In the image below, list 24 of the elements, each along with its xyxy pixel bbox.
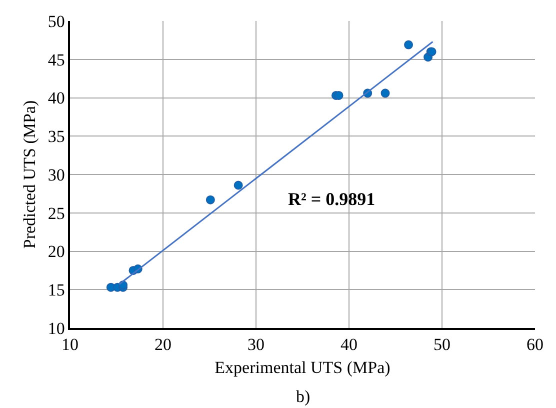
x-tick-label: 60 bbox=[526, 335, 544, 354]
y-tick-label: 40 bbox=[48, 88, 65, 108]
text: b) bbox=[296, 387, 310, 406]
x-tick-label: 10 bbox=[62, 335, 78, 354]
y-tick-label: 45 bbox=[48, 50, 65, 70]
y-tick-label: 10 bbox=[48, 318, 65, 338]
point bbox=[404, 40, 414, 50]
x-tick-label: 20 bbox=[154, 335, 172, 354]
y-tick-label: 50 bbox=[48, 12, 65, 31]
x-tick-label: 30 bbox=[248, 335, 264, 354]
x-tick-label: 50 bbox=[434, 335, 450, 354]
point bbox=[334, 90, 344, 100]
point bbox=[380, 88, 390, 98]
y-tick-label: 15 bbox=[48, 280, 65, 300]
y-axis-title: Predicted UTS (MPa) bbox=[20, 100, 39, 249]
point bbox=[206, 195, 215, 204]
x-axis-title: Experimental UTS (MPa) bbox=[214, 358, 390, 378]
annotation: R² = 0.9891 bbox=[288, 189, 376, 209]
x-tick-label: 40 bbox=[340, 335, 358, 354]
y-tick-label: 25 bbox=[48, 204, 65, 223]
y-tick-label: 30 bbox=[48, 165, 65, 184]
y-tick-label: 20 bbox=[48, 242, 65, 262]
point bbox=[234, 180, 243, 190]
y-tick-label: 35 bbox=[48, 127, 65, 146]
